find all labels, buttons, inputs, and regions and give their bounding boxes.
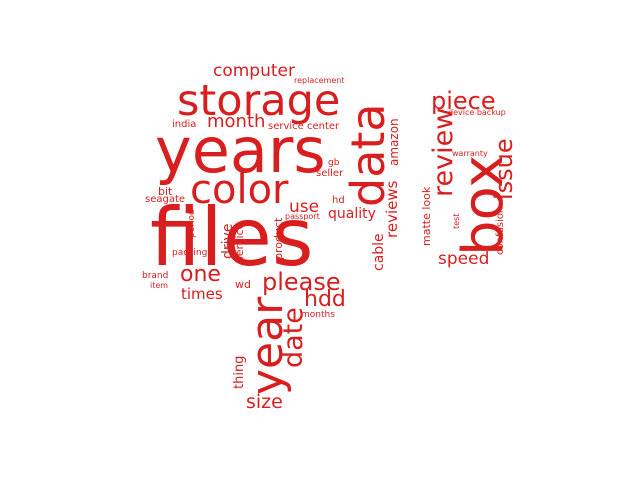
word-replacement: replacement — [294, 76, 345, 85]
word-storage: storage — [177, 76, 341, 126]
word-warranty: warranty — [452, 149, 488, 158]
word-speed: speed — [438, 249, 490, 269]
word-size: size — [246, 391, 283, 413]
word-india: india — [172, 119, 197, 130]
word-seagate: seagate — [145, 194, 186, 205]
word-piece: piece — [431, 87, 496, 115]
word-gb: gb — [328, 158, 340, 168]
word-amazon: amazon — [387, 118, 401, 166]
word-seller: seller — [316, 168, 344, 179]
word-device-backup: device backup — [448, 108, 506, 117]
word-months: months — [301, 310, 335, 320]
word-years: years — [155, 114, 326, 187]
word-brand: brand — [142, 271, 169, 281]
word-passport: passport — [285, 212, 320, 221]
word-month: month — [207, 111, 266, 132]
word-one: one — [180, 262, 221, 287]
word-times: times — [181, 285, 223, 303]
word-service: service — [233, 222, 246, 262]
word-hdd: hdd — [304, 287, 346, 312]
word-thing: thing — [232, 355, 247, 389]
word-please: please — [262, 268, 341, 296]
word-period: period — [187, 209, 197, 238]
word-wd: wd — [235, 278, 251, 291]
word-product: product — [272, 217, 285, 260]
word-matte-look: matte look — [420, 186, 433, 246]
word-issue: issue — [490, 138, 518, 200]
word-packing: packing — [172, 248, 208, 258]
word-reviews: reviews — [383, 180, 401, 238]
word-use: use — [289, 197, 320, 217]
word-item: item — [150, 281, 169, 290]
word-computer: computer — [213, 61, 295, 81]
word-color: color — [190, 167, 289, 213]
word-quality: quality — [328, 206, 376, 222]
word-hd: hd — [332, 195, 345, 206]
word-test: test — [452, 213, 461, 229]
word-service-center: service center — [268, 121, 340, 132]
word-cable: cable — [371, 233, 387, 271]
word-bit: bit — [158, 185, 173, 198]
word-files: files — [150, 191, 314, 284]
word-confusion: confusion — [495, 206, 506, 255]
